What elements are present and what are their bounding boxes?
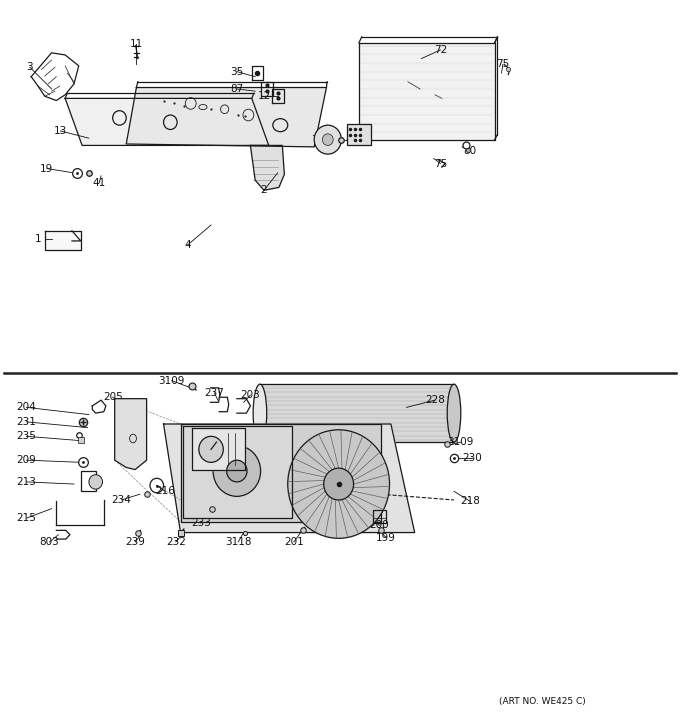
Text: 200: 200 xyxy=(369,521,389,530)
Circle shape xyxy=(314,125,341,154)
Ellipse shape xyxy=(253,384,267,442)
Text: 19: 19 xyxy=(40,164,54,173)
Text: 7: 7 xyxy=(311,135,318,144)
Bar xyxy=(347,124,371,146)
Text: 218: 218 xyxy=(460,497,480,507)
Text: 203: 203 xyxy=(241,390,260,400)
Circle shape xyxy=(226,460,247,482)
Polygon shape xyxy=(126,88,326,147)
Ellipse shape xyxy=(447,384,461,442)
Text: 235: 235 xyxy=(16,431,37,442)
Text: 3118: 3118 xyxy=(225,537,252,547)
Text: 87: 87 xyxy=(231,84,243,94)
Text: 204: 204 xyxy=(16,402,36,413)
Circle shape xyxy=(322,134,333,146)
Text: 3109: 3109 xyxy=(158,376,185,386)
Circle shape xyxy=(89,475,103,489)
Polygon shape xyxy=(182,426,292,518)
Text: 35: 35 xyxy=(231,67,243,77)
Text: 232: 232 xyxy=(166,537,186,547)
Text: 2: 2 xyxy=(260,186,267,195)
Text: 231: 231 xyxy=(16,417,37,427)
Text: 3: 3 xyxy=(27,62,33,72)
Text: 201: 201 xyxy=(284,537,304,547)
Text: 233: 233 xyxy=(191,518,211,528)
Text: 75: 75 xyxy=(434,159,447,168)
Bar xyxy=(81,471,96,492)
Text: 41: 41 xyxy=(345,135,359,144)
Polygon shape xyxy=(65,99,269,146)
Text: 75: 75 xyxy=(496,59,509,70)
Text: 3109: 3109 xyxy=(447,437,474,447)
Text: 11: 11 xyxy=(130,39,143,49)
Text: 209: 209 xyxy=(16,455,36,465)
Circle shape xyxy=(288,430,390,539)
Text: 72: 72 xyxy=(434,45,447,55)
Text: 100: 100 xyxy=(354,125,373,135)
Polygon shape xyxy=(359,43,495,140)
Polygon shape xyxy=(164,424,415,533)
Text: 216: 216 xyxy=(155,486,175,497)
Text: 228: 228 xyxy=(425,395,445,405)
Text: 1: 1 xyxy=(35,234,41,244)
Polygon shape xyxy=(192,428,245,470)
Text: 803: 803 xyxy=(39,537,59,547)
Text: 13: 13 xyxy=(54,126,67,136)
Circle shape xyxy=(199,436,223,463)
Text: 80: 80 xyxy=(464,146,477,156)
Polygon shape xyxy=(180,424,381,522)
Text: 4: 4 xyxy=(184,240,190,250)
Text: 41: 41 xyxy=(92,178,105,188)
Polygon shape xyxy=(250,146,284,190)
Text: 12: 12 xyxy=(257,91,271,102)
Text: 215: 215 xyxy=(16,513,37,523)
Text: 239: 239 xyxy=(125,537,145,547)
Polygon shape xyxy=(115,399,147,470)
Circle shape xyxy=(213,446,260,497)
Text: 205: 205 xyxy=(103,392,122,402)
Circle shape xyxy=(324,468,354,500)
Bar xyxy=(373,510,386,523)
Polygon shape xyxy=(45,231,81,250)
Text: 230: 230 xyxy=(462,453,482,463)
Text: 234: 234 xyxy=(112,495,131,505)
Text: 237: 237 xyxy=(205,388,224,398)
Text: 630: 630 xyxy=(214,431,233,442)
Text: 199: 199 xyxy=(376,533,396,542)
Text: (ART NO. WE425 C): (ART NO. WE425 C) xyxy=(500,697,586,705)
Text: 213: 213 xyxy=(16,477,37,487)
